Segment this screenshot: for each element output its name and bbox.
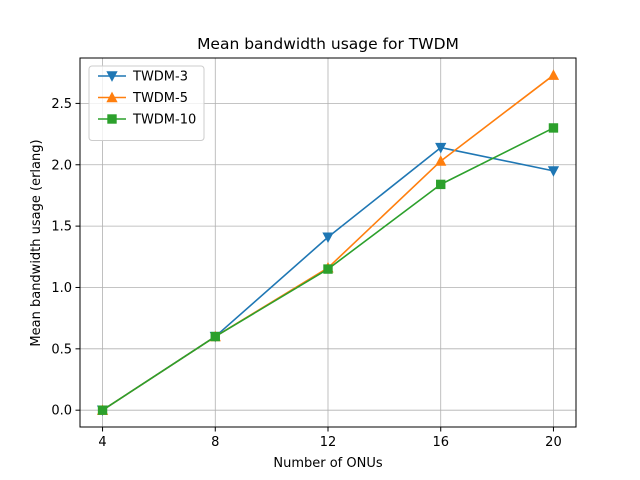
x-tick-label: 12 bbox=[320, 435, 337, 450]
legend-marker bbox=[106, 91, 118, 103]
series-twdm-10 bbox=[97, 123, 559, 415]
x-tick-label: 16 bbox=[432, 435, 449, 450]
data-point bbox=[436, 179, 446, 190]
legend-entry: TWDM-3 bbox=[98, 70, 188, 85]
legend-marker bbox=[107, 114, 117, 124]
y-tick-label: 0.0 bbox=[51, 404, 72, 419]
data-point bbox=[435, 142, 447, 154]
x-tick-label: 8 bbox=[211, 435, 219, 450]
legend-box bbox=[88, 65, 205, 141]
data-point bbox=[548, 123, 559, 133]
y-axis-title: Mean bandwidth usage (erlang) bbox=[29, 139, 44, 346]
y-tick-label: 2.0 bbox=[51, 158, 72, 173]
data-point bbox=[210, 331, 220, 342]
data-point bbox=[547, 69, 560, 80]
y-tick-label: 1.0 bbox=[51, 281, 72, 296]
data-point bbox=[435, 155, 447, 166]
data-point bbox=[322, 232, 334, 244]
y-tick-label: 2.5 bbox=[51, 97, 72, 112]
chart-title: Mean bandwidth usage for TWDM bbox=[197, 35, 459, 53]
x-tick-label: 4 bbox=[98, 435, 106, 450]
legend-label: TWDM-5 bbox=[132, 91, 188, 106]
legend-label: TWDM-3 bbox=[132, 70, 188, 85]
x-axis-title: Number of ONUs bbox=[273, 456, 382, 471]
series-group bbox=[96, 69, 560, 417]
data-point bbox=[323, 264, 333, 274]
legend-label: TWDM-10 bbox=[132, 113, 196, 128]
legend: TWDM-3 TWDM-5 TWDM-10 bbox=[88, 65, 205, 141]
y-tick-label: 0.5 bbox=[51, 342, 72, 357]
legend-entry: TWDM-5 bbox=[98, 91, 188, 106]
data-point bbox=[97, 405, 108, 415]
axes: 4 8 12 16 20 0.0 0.5 1.0 1.5 2.0 2.5 bbox=[51, 57, 577, 450]
legend-marker bbox=[106, 71, 118, 82]
x-tick-label: 20 bbox=[545, 435, 562, 450]
data-point bbox=[547, 166, 560, 177]
legend-entry: TWDM-10 bbox=[98, 113, 196, 128]
y-tick-label: 1.5 bbox=[51, 220, 72, 235]
